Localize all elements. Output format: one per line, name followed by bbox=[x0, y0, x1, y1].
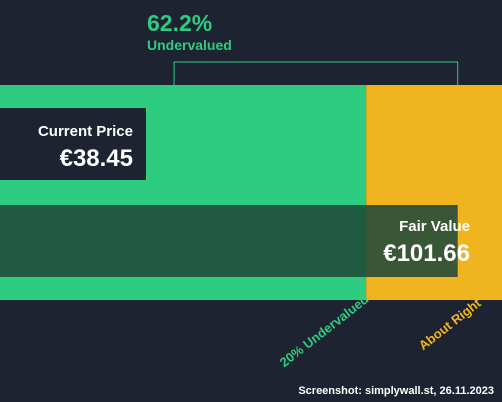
current-price-box: Current Price €38.45 bbox=[0, 108, 146, 180]
fair-value-bar bbox=[0, 205, 458, 277]
discount-label: Undervalued bbox=[147, 37, 232, 53]
discount-percent: 62.2% bbox=[147, 10, 213, 36]
screenshot-credit: Screenshot: simplywall.st, 26.11.2023 bbox=[298, 385, 494, 397]
fair-value-label: Fair Value bbox=[399, 218, 470, 235]
current-price-value: €38.45 bbox=[59, 145, 133, 172]
discount-bracket bbox=[173, 61, 459, 108]
current-price-label: Current Price bbox=[37, 123, 133, 140]
fair-value-value: €101.66 bbox=[383, 240, 470, 267]
